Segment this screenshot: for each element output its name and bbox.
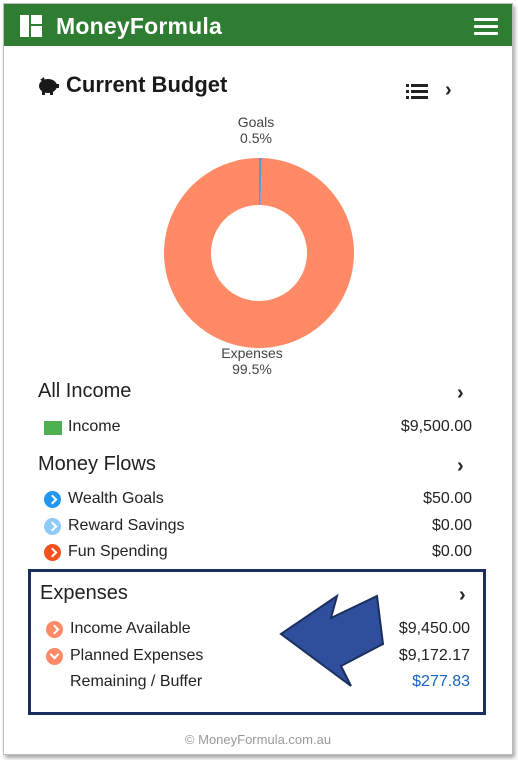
footer-copyright: © MoneyFormula.com.au — [184, 732, 332, 747]
income-available-label: Income Available — [70, 620, 191, 637]
piggy-bank-icon — [39, 77, 59, 95]
brand-title[interactable]: MoneyFormula — [56, 13, 222, 39]
income-row: Income $9,500.00 — [40, 416, 472, 438]
fun-spending-label: Fun Spending — [68, 543, 168, 560]
list-view-icon[interactable] — [406, 83, 428, 99]
donut-slice-expenses — [163, 158, 354, 348]
expenses-highlight-box — [28, 569, 486, 715]
income-available-row[interactable]: Income Available $9,450.00 — [42, 618, 470, 640]
income-available-value: $9,450.00 — [398, 620, 470, 637]
planned-expenses-row[interactable]: Planned Expenses $9,172.17 — [42, 645, 470, 667]
wealth-goals-label: Wealth Goals — [68, 490, 164, 507]
income-label: Income — [68, 418, 121, 435]
budget-donut-chart: Goals 0.5% Expenses 99.5% — [154, 114, 364, 379]
planned-expenses-value: $9,172.17 — [398, 647, 470, 664]
income-available-chevron-icon[interactable] — [46, 621, 63, 638]
goals-slice-label: Goals 0.5% — [237, 114, 275, 146]
wealth-goals-value: $50.00 — [423, 490, 472, 507]
remaining-buffer-value: $277.83 — [412, 673, 470, 690]
remaining-buffer-label: Remaining / Buffer — [70, 673, 203, 690]
expenses-title[interactable]: Expenses — [40, 582, 128, 604]
planned-expenses-chevron-down-icon[interactable] — [46, 648, 63, 665]
top-bar: MoneyFormula — [4, 4, 512, 46]
donut-svg — [163, 158, 354, 348]
wealth-goals-chevron-icon[interactable] — [44, 491, 61, 508]
income-chevron-right-icon[interactable]: › — [457, 382, 464, 404]
planned-expenses-label: Planned Expenses — [70, 647, 204, 664]
money-flows-title[interactable]: Money Flows — [38, 453, 156, 475]
expenses-slice-label: Expenses 99.5% — [221, 345, 283, 377]
reward-savings-chevron-icon[interactable] — [44, 518, 61, 535]
reward-savings-label: Reward Savings — [68, 517, 185, 534]
income-color-swatch — [44, 421, 62, 435]
wealth-goals-row[interactable]: Wealth Goals $50.00 — [40, 488, 472, 510]
app-frame: MoneyFormula Current Budget › Goals 0.5%… — [3, 3, 513, 755]
fun-spending-value: $0.00 — [431, 543, 472, 560]
income-value: $9,500.00 — [400, 418, 472, 435]
budget-chevron-right-icon[interactable]: › — [445, 79, 452, 101]
hamburger-menu-icon[interactable] — [474, 18, 498, 36]
budget-title: Current Budget — [66, 72, 228, 97]
annotation-arrow-icon — [279, 593, 385, 687]
fun-spending-row[interactable]: Fun Spending $0.00 — [40, 541, 472, 563]
remaining-buffer-row: Remaining / Buffer $277.83 — [42, 671, 470, 693]
donut-slice-goals — [259, 158, 262, 206]
fun-spending-chevron-icon[interactable] — [44, 544, 61, 561]
grid-logo-icon — [20, 15, 42, 37]
all-income-title[interactable]: All Income — [38, 380, 132, 402]
expenses-chevron-right-icon[interactable]: › — [459, 584, 466, 606]
reward-savings-value: $0.00 — [431, 517, 472, 534]
money-flows-chevron-right-icon[interactable]: › — [457, 455, 464, 477]
reward-savings-row[interactable]: Reward Savings $0.00 — [40, 515, 472, 537]
